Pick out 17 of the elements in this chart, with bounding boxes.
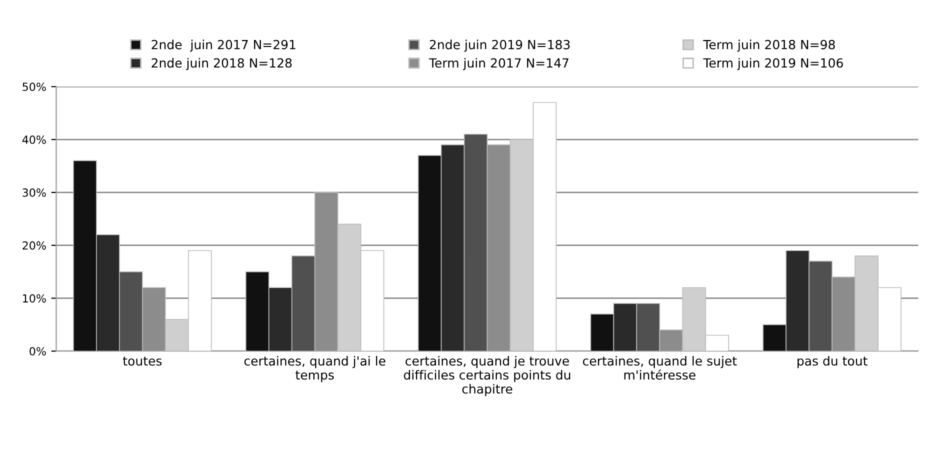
y-tick-label: 40% [22, 136, 46, 144]
y-tick-label: 30% [22, 188, 46, 197]
y-tick-label: 20% [22, 241, 46, 250]
y-tick-label: 10% [23, 294, 46, 303]
x-tick-label: certaines, quand le sujet m'intéresse [582, 356, 737, 380]
legend-label: 2nde juin 2017 N=291 [152, 40, 296, 52]
legend-label: Term juin 2018 N=98 [703, 40, 835, 52]
y-tick-label: 0% [30, 347, 46, 356]
legend-label: Term juin 2019 N=106 [703, 58, 843, 70]
x-tick-label: certaines, quand j'ai le temps [244, 356, 386, 382]
x-tick-label: certaines, quand je trouve difficiles certains points du chapitre [404, 356, 570, 396]
legend-label: Term juin 2017 N=147 [428, 58, 568, 70]
legend-label: 2nde juin 2019 N=183 [430, 40, 570, 52]
y-tick-label: 50% [22, 82, 46, 92]
x-tick-label: toutes [122, 356, 162, 366]
x-tick-label: pas du tout [798, 356, 868, 368]
legend-label: 2nde juin 2018 N=128 [152, 58, 292, 70]
